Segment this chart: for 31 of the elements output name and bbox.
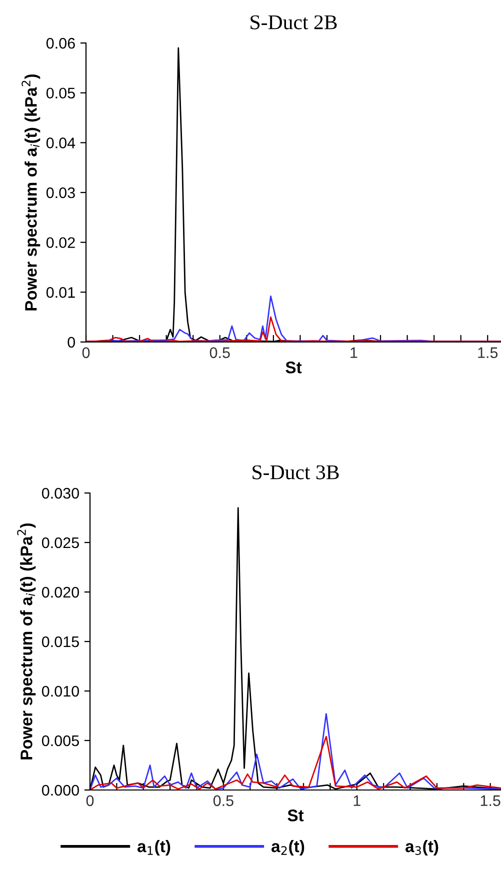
y-tick-label: 0 xyxy=(68,336,75,348)
x-tick-label: 0 xyxy=(86,795,94,806)
y-tick-label: 0.005 xyxy=(42,735,79,746)
y-tick-label: 0.030 xyxy=(42,488,79,499)
y-axis-title: Power spectrum of a$_{i}$(t) (kPa$^{2}$) xyxy=(22,74,40,310)
y-tick-label: 0.04 xyxy=(46,138,76,148)
x-tick-label: 0.5 xyxy=(213,795,234,806)
y-tick-label: 0.01 xyxy=(46,287,75,298)
x-tick-label: 1 xyxy=(350,347,358,358)
x-axis-title: St xyxy=(286,362,302,374)
x-tick-label: 1.5 xyxy=(478,347,498,358)
y-tick-label: 0.025 xyxy=(42,537,79,548)
y-axis-title: Power spectrum of a$_{i}$(t) (kPa$^{2}$) xyxy=(17,523,36,760)
y-tick-label: 0.000 xyxy=(42,784,79,796)
y-tick-label: 0.020 xyxy=(42,586,79,598)
legend-label: a$_{1}$(t) xyxy=(137,840,170,856)
y-tick-label: 0.06 xyxy=(46,38,75,49)
y-tick-label: 0.015 xyxy=(42,636,79,648)
x-tick-label: 0 xyxy=(82,347,90,358)
legend-label: a$_{3}$(t) xyxy=(405,840,438,856)
x-axis-title: St xyxy=(288,810,304,822)
y-tick-label: 0.02 xyxy=(46,237,75,248)
legend-label: a$_{2}$(t) xyxy=(271,840,304,856)
x-tick-label: 0.5 xyxy=(210,347,230,358)
y-tick-label: 0.010 xyxy=(42,686,79,697)
chart-title: S-Duct 2B xyxy=(250,15,337,30)
x-tick-label: 1.5 xyxy=(480,795,500,806)
y-tick-label: 0.03 xyxy=(46,187,75,198)
y-tick-label: 0.05 xyxy=(46,88,75,99)
chart-title: S-Duct 3B xyxy=(252,465,339,480)
x-tick-label: 1 xyxy=(354,795,360,806)
